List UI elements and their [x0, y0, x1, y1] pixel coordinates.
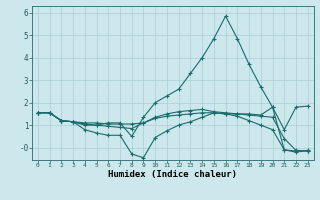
- X-axis label: Humidex (Indice chaleur): Humidex (Indice chaleur): [108, 170, 237, 179]
